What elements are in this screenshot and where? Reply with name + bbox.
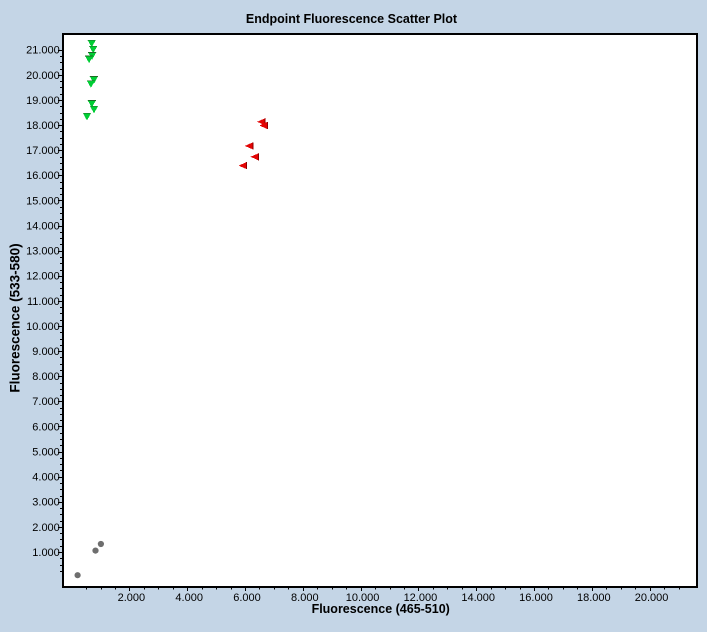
svg-text:15.000: 15.000 <box>26 195 60 207</box>
svg-text:2.000: 2.000 <box>118 592 146 604</box>
svg-text:Fluorescence (533-580): Fluorescence (533-580) <box>7 243 22 392</box>
svg-text:6.000: 6.000 <box>233 592 261 604</box>
svg-text:3.000: 3.000 <box>32 497 60 509</box>
svg-text:10.000: 10.000 <box>346 592 380 604</box>
svg-text:20.000: 20.000 <box>635 592 669 604</box>
svg-text:8.000: 8.000 <box>32 371 60 383</box>
svg-text:13.000: 13.000 <box>26 246 60 258</box>
svg-text:18.000: 18.000 <box>577 592 611 604</box>
svg-text:21.000: 21.000 <box>26 45 60 57</box>
svg-text:8.000: 8.000 <box>291 592 319 604</box>
svg-text:10.000: 10.000 <box>26 321 60 333</box>
svg-text:19.000: 19.000 <box>26 95 60 107</box>
svg-text:16.000: 16.000 <box>26 170 60 182</box>
svg-text:16.000: 16.000 <box>519 592 553 604</box>
svg-text:12.000: 12.000 <box>404 592 438 604</box>
svg-text:12.000: 12.000 <box>26 271 60 283</box>
svg-text:Endpoint Fluorescence Scatter: Endpoint Fluorescence Scatter Plot <box>246 12 458 26</box>
svg-text:18.000: 18.000 <box>26 120 60 132</box>
svg-text:20.000: 20.000 <box>26 70 60 82</box>
svg-text:Fluorescence (465-510): Fluorescence (465-510) <box>312 602 450 616</box>
svg-text:17.000: 17.000 <box>26 145 60 157</box>
svg-text:2.000: 2.000 <box>32 522 60 534</box>
svg-text:7.000: 7.000 <box>32 396 60 408</box>
svg-text:14.000: 14.000 <box>461 592 495 604</box>
svg-text:14.000: 14.000 <box>26 221 60 233</box>
svg-text:6.000: 6.000 <box>32 421 60 433</box>
svg-text:4.000: 4.000 <box>175 592 203 604</box>
svg-text:1.000: 1.000 <box>32 547 60 559</box>
svg-text:11.000: 11.000 <box>27 296 60 308</box>
svg-text:9.000: 9.000 <box>32 346 60 358</box>
svg-text:4.000: 4.000 <box>32 472 60 484</box>
svg-text:5.000: 5.000 <box>32 447 60 459</box>
